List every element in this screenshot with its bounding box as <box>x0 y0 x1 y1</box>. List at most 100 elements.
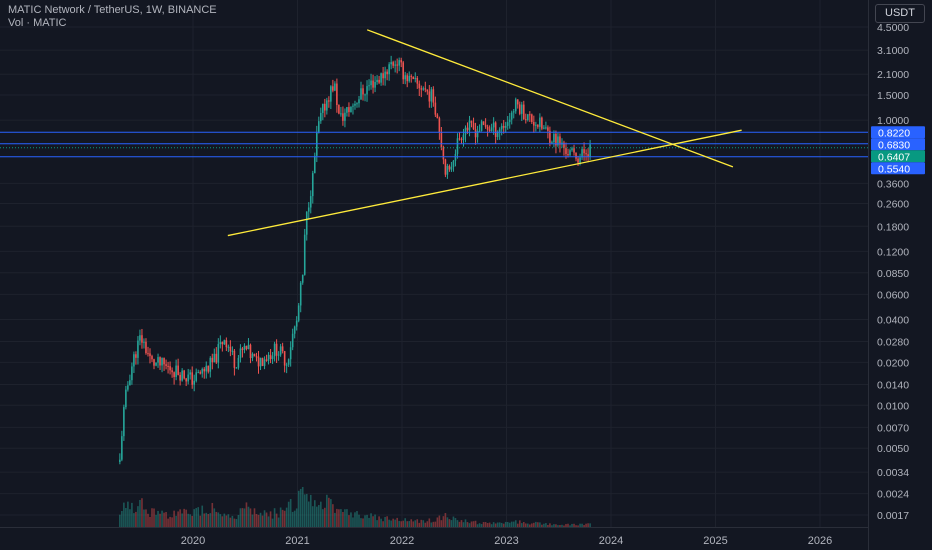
volume-bar <box>263 510 266 527</box>
candle-body <box>573 148 575 153</box>
candle-body <box>412 76 415 80</box>
candle-body <box>504 125 507 128</box>
candle-body <box>446 165 449 175</box>
volume-bar <box>448 519 451 527</box>
candle-body <box>346 107 348 113</box>
candle-body <box>462 134 465 140</box>
y-tick-label: 0.0034 <box>877 467 909 479</box>
candle-body <box>241 348 244 350</box>
candle-body <box>201 368 204 374</box>
volume-bar <box>265 512 268 527</box>
candle-body <box>338 105 340 114</box>
y-tick-label: 0.1200 <box>877 246 909 258</box>
volume-bar <box>464 519 467 527</box>
candle-body <box>334 83 336 91</box>
candle-body <box>283 351 286 366</box>
volume-bar <box>400 521 402 527</box>
volume-bar <box>330 499 332 527</box>
volume-bar <box>169 516 171 527</box>
volume-bar <box>577 525 579 527</box>
candle-body <box>589 144 591 157</box>
candle-body <box>402 62 405 80</box>
volume-bar <box>119 514 121 527</box>
candle-body <box>486 126 489 130</box>
volume-bar <box>332 504 334 527</box>
volume-bar <box>324 507 326 527</box>
volume-bar <box>557 525 559 527</box>
candle-body <box>291 333 294 348</box>
candle-body <box>454 153 457 161</box>
candle-body <box>468 120 471 131</box>
volume-bar <box>253 508 256 527</box>
candle-body <box>209 357 212 372</box>
volume-bar <box>472 521 475 527</box>
candle-body <box>434 102 437 115</box>
volume-bar <box>462 522 465 527</box>
volume-bar <box>233 518 236 527</box>
candle-body <box>537 124 539 127</box>
candle-body <box>510 112 513 120</box>
candle-body <box>498 129 501 133</box>
candle-body <box>332 86 334 91</box>
candle-body <box>400 60 402 63</box>
candle-body <box>394 64 396 66</box>
candle-body <box>432 89 435 103</box>
candle-body <box>442 147 445 160</box>
chart-title: MATIC Network / TetherUS, 1W, BINANCE <box>8 4 217 16</box>
volume-bar <box>388 519 390 527</box>
candle-body <box>203 368 206 372</box>
candle-body <box>436 114 439 119</box>
y-tick-label: 0.0400 <box>877 314 909 326</box>
candle-body <box>350 106 352 113</box>
volume-bar <box>428 518 431 527</box>
candle-body <box>193 380 196 385</box>
volume-bar <box>143 509 145 527</box>
candle-body <box>289 347 292 360</box>
volume-bar <box>573 523 575 527</box>
candle-body <box>340 113 342 115</box>
candle-body <box>376 79 378 82</box>
volume-indicator-label[interactable]: Vol · MATIC <box>8 17 67 29</box>
volume-bar <box>579 523 581 527</box>
candle-body <box>414 77 417 80</box>
candle-body <box>309 196 312 208</box>
candle-body <box>480 121 483 131</box>
candle-body <box>535 124 537 126</box>
candle-body <box>406 75 409 82</box>
volume-bar <box>161 510 163 527</box>
candle-body <box>555 133 557 146</box>
volume-bar <box>257 514 260 527</box>
candle-body <box>458 138 461 140</box>
volume-bar <box>239 508 242 527</box>
x-tick-label: 2026 <box>808 535 832 547</box>
candle-body <box>177 365 179 375</box>
volume-bar <box>273 508 276 527</box>
volume-bar <box>121 510 123 527</box>
candle-body <box>169 366 171 371</box>
candle-body <box>472 122 475 130</box>
candle-body <box>135 354 137 358</box>
volume-bar <box>205 512 208 527</box>
volume-bar <box>508 522 511 527</box>
candle-body <box>257 356 260 367</box>
volume-bar <box>432 521 435 527</box>
volume-bar <box>237 514 240 527</box>
volume-bar <box>177 511 179 527</box>
currency-button[interactable]: USDT <box>875 4 925 23</box>
candle-body <box>488 129 491 131</box>
volume-bar <box>474 520 477 527</box>
candle-body <box>448 165 451 170</box>
volume-bar <box>438 515 441 527</box>
candle-body <box>267 354 270 361</box>
candle-body <box>518 104 521 114</box>
volume-bar <box>430 522 433 527</box>
candle-body <box>460 139 463 141</box>
y-tick-label: 0.3600 <box>877 178 909 190</box>
volume-bar <box>352 517 354 527</box>
price-label-badge <box>871 126 925 139</box>
candle-body <box>271 356 274 360</box>
candle-body <box>410 75 413 77</box>
candle-body <box>440 132 443 148</box>
